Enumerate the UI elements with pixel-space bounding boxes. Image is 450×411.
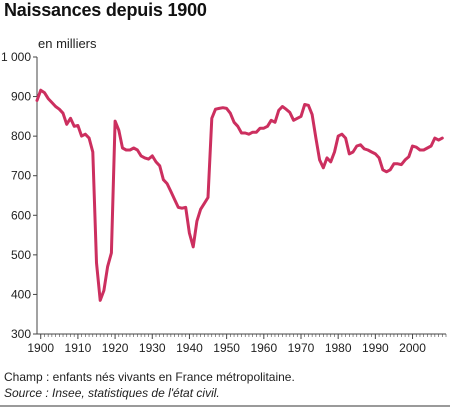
y-tick-label: 700 bbox=[11, 169, 31, 183]
x-tick-label: 1980 bbox=[325, 341, 352, 355]
x-tick-label: 1920 bbox=[102, 341, 129, 355]
y-axis-unit-label: en milliers bbox=[38, 36, 97, 51]
x-tick-label: 1990 bbox=[362, 341, 389, 355]
x-tick-label: 1910 bbox=[65, 341, 92, 355]
births-series-line bbox=[35, 88, 444, 302]
x-tick-label: 1960 bbox=[250, 341, 277, 355]
y-tick-label: 500 bbox=[11, 248, 31, 262]
y-tick-label: 1 000 bbox=[1, 50, 31, 64]
x-tick-label: 1940 bbox=[176, 341, 203, 355]
x-tick-label: 1950 bbox=[213, 341, 240, 355]
bottom-rule bbox=[0, 405, 450, 407]
y-tick-label: 900 bbox=[11, 90, 31, 104]
y-tick-label: 600 bbox=[11, 208, 31, 222]
scope-note: Champ : enfants nés vivants en France mé… bbox=[4, 370, 295, 384]
y-tick-label: 400 bbox=[11, 287, 31, 301]
chart-title: Naissances depuis 1900 bbox=[4, 0, 207, 20]
x-tick-label: 1970 bbox=[288, 341, 315, 355]
x-tick-label: 1900 bbox=[27, 341, 54, 355]
x-tick-label: 1930 bbox=[139, 341, 166, 355]
x-tick-label: 2000 bbox=[399, 341, 426, 355]
y-tick-label: 300 bbox=[11, 327, 31, 341]
source-note: Source : Insee, statistiques de l'état c… bbox=[4, 386, 220, 400]
y-tick-label: 800 bbox=[11, 129, 31, 143]
